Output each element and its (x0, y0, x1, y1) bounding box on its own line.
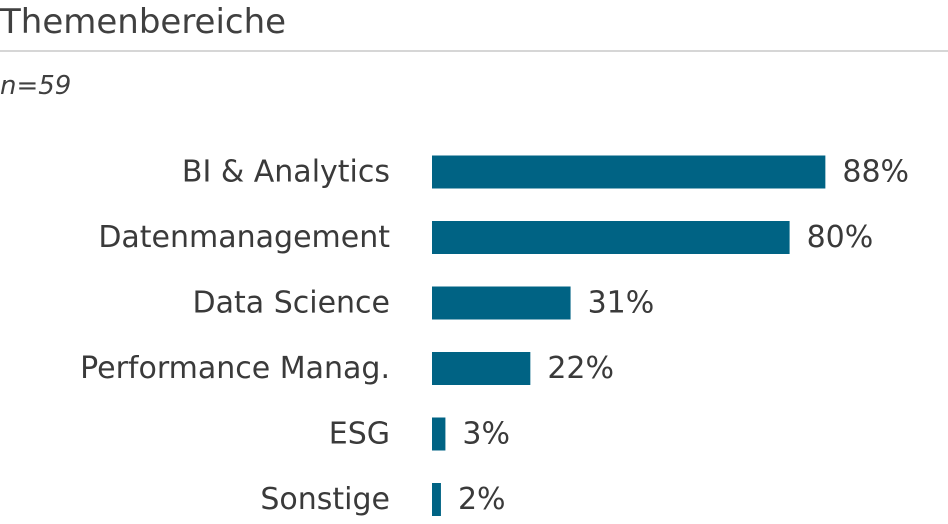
bar (432, 352, 531, 385)
bar-row: ESG 3% (329, 417, 510, 452)
bar-row: Data Science 31% (193, 286, 655, 321)
bar (432, 483, 441, 516)
bars-layer: BI & Analytics 88% Datenmanagement 80% Data … (80, 155, 909, 518)
bar-row: Performance Manag. 22% (80, 351, 614, 386)
bar-row: BI & Analytics 88% (182, 155, 909, 190)
value-label: 31% (588, 286, 655, 321)
category-label: Data Science (193, 286, 390, 321)
value-label: 3% (462, 417, 510, 452)
bar-row: Sonstige 2% (260, 482, 505, 517)
value-label: 2% (458, 482, 506, 517)
value-label: 22% (547, 351, 614, 386)
bar (432, 286, 571, 320)
title-divider (0, 50, 948, 52)
category-label: Sonstige (260, 482, 390, 517)
chart-title: Themenbereiche (0, 2, 287, 42)
value-label: 88% (842, 155, 909, 190)
category-label: Datenmanagement (98, 220, 390, 255)
bar (432, 155, 826, 189)
bar-row: Datenmanagement 80% (98, 220, 873, 255)
category-label: ESG (329, 417, 390, 452)
category-label: Performance Manag. (80, 351, 390, 386)
value-label: 80% (807, 220, 874, 255)
category-label: BI & Analytics (182, 155, 390, 190)
bar (432, 417, 446, 451)
bar (432, 221, 790, 254)
sample-size-label: n=59 (0, 71, 72, 101)
